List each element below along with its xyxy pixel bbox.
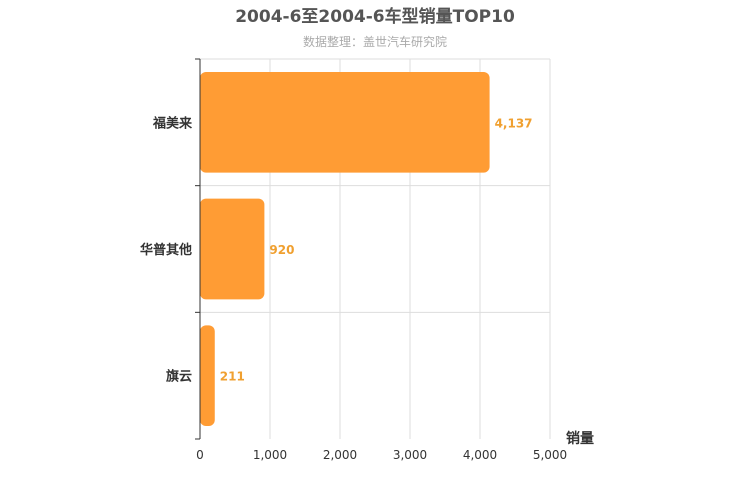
labels: 福美来 4,137 华普其他 920 旗云 211 0 1,000 2,000 3,000 4,00…	[140, 115, 567, 462]
x-tick-label: 0	[196, 448, 204, 462]
y-tick-label: 旗云	[166, 369, 192, 385]
x-tick-label: 4,000	[463, 448, 497, 462]
x-tick-label: 3,000	[393, 448, 427, 462]
bars	[200, 72, 490, 426]
y-tick-label: 福美来	[152, 115, 193, 131]
data-label: 920	[269, 243, 294, 257]
chart-subtitle: 数据整理：盖世汽车研究院	[303, 34, 447, 49]
bar	[200, 325, 215, 426]
data-label: 211	[220, 370, 245, 384]
data-label: 4,137	[495, 116, 533, 130]
x-tick-label: 1,000	[253, 448, 287, 462]
x-axis-title: 销量	[566, 430, 594, 447]
x-tick-label: 5,000	[533, 448, 567, 462]
x-tick-label: 2,000	[323, 448, 357, 462]
y-tick-label: 华普其他	[140, 242, 192, 258]
axes	[195, 58, 201, 440]
bar	[200, 198, 265, 300]
chart-title: 2004-6至2004-6车型销量TOP10	[235, 6, 515, 27]
bar	[200, 72, 490, 173]
